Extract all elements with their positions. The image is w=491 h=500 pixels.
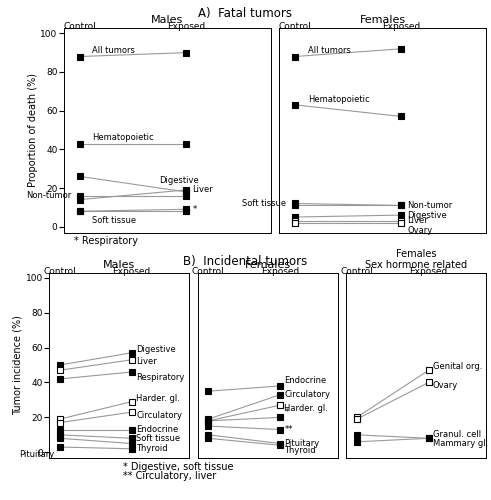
Text: Harder. gl.: Harder. gl.: [284, 404, 328, 413]
Text: Non-tumor: Non-tumor: [26, 192, 71, 200]
Text: All tumors: All tumors: [92, 46, 136, 55]
Text: A)  Fatal tumors: A) Fatal tumors: [198, 8, 293, 20]
Y-axis label: Proportion of death (%): Proportion of death (%): [27, 73, 37, 187]
Y-axis label: Tumor incidence (%): Tumor incidence (%): [13, 315, 23, 415]
Text: Exposed: Exposed: [382, 22, 420, 32]
Title: Males: Males: [151, 16, 184, 26]
Text: Thyroid: Thyroid: [284, 446, 316, 455]
Text: Digestive: Digestive: [160, 176, 199, 185]
Text: Ovary: Ovary: [408, 226, 433, 235]
Text: Circulatory: Circulatory: [136, 411, 182, 420]
Text: Control: Control: [63, 22, 96, 32]
Text: Ovary: Ovary: [433, 382, 458, 390]
Text: Pituitary: Pituitary: [19, 450, 54, 458]
Text: Digestive: Digestive: [408, 210, 447, 220]
Text: Control: Control: [192, 267, 225, 276]
Text: Hematopoietic: Hematopoietic: [92, 133, 154, 142]
Text: Soft tissue: Soft tissue: [243, 199, 287, 208]
Text: Harder. gl.: Harder. gl.: [136, 394, 180, 402]
Title: Females: Females: [359, 16, 406, 26]
Text: Pituitary: Pituitary: [284, 439, 320, 448]
Text: Exposed: Exposed: [261, 267, 300, 276]
Text: Control: Control: [44, 267, 76, 276]
Text: All tumors: All tumors: [308, 46, 351, 55]
Text: B)  Incidental tumors: B) Incidental tumors: [183, 255, 308, 268]
Title: Females
Sex hormone related: Females Sex hormone related: [365, 248, 467, 270]
Text: Liver: Liver: [408, 216, 428, 226]
Text: Non-tumor: Non-tumor: [408, 201, 453, 210]
Text: Control: Control: [340, 267, 373, 276]
Text: Endocrine: Endocrine: [136, 425, 178, 434]
Text: Exposed: Exposed: [409, 267, 448, 276]
Text: ** Circulatory, liver: ** Circulatory, liver: [123, 471, 216, 481]
Text: Thyroid: Thyroid: [136, 444, 167, 454]
Title: Females: Females: [245, 260, 291, 270]
Text: Soft tissue: Soft tissue: [92, 216, 136, 226]
Text: Exposed: Exposed: [167, 22, 205, 32]
Text: Mammary gl.: Mammary gl.: [433, 439, 488, 448]
Text: Liver: Liver: [192, 186, 213, 194]
Text: Genital org.: Genital org.: [433, 362, 482, 371]
Title: Males: Males: [103, 260, 135, 270]
Text: Respiratory: Respiratory: [136, 372, 185, 382]
Text: Circulatory: Circulatory: [284, 390, 330, 399]
Text: *: *: [192, 205, 196, 214]
Text: Exposed: Exposed: [112, 267, 151, 276]
Text: Granul. cell: Granul. cell: [433, 430, 481, 440]
Text: Digestive: Digestive: [136, 345, 176, 354]
Text: * Digestive, soft tissue: * Digestive, soft tissue: [123, 462, 233, 472]
Text: Liver: Liver: [136, 357, 157, 366]
Text: * Respiratory: * Respiratory: [74, 236, 137, 246]
Text: Control: Control: [279, 22, 311, 32]
Text: **: **: [284, 425, 293, 434]
Text: Soft tissue: Soft tissue: [136, 434, 180, 443]
Text: Endocrine: Endocrine: [284, 376, 327, 385]
Text: *: *: [284, 408, 289, 416]
Text: Hematopoietic: Hematopoietic: [308, 94, 369, 104]
